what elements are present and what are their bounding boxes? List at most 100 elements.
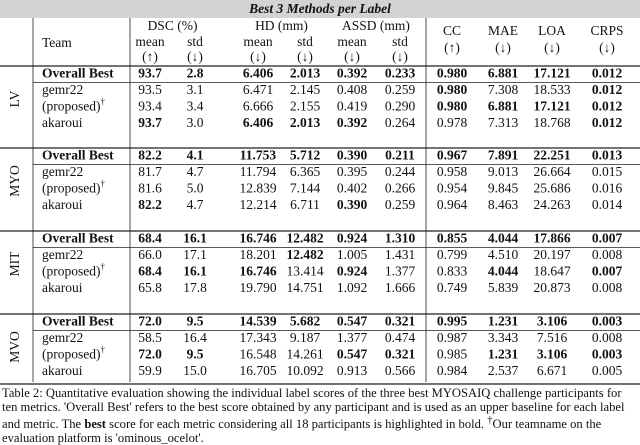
cell: 93.7 xyxy=(138,66,162,81)
cell: 93.5 xyxy=(138,82,162,97)
cell: 0.985 xyxy=(437,347,468,362)
header-group: HD (mm) xyxy=(255,18,308,33)
cell: 0.978 xyxy=(437,115,468,130)
cell: 1.431 xyxy=(385,247,415,262)
title-bar xyxy=(0,0,640,18)
team-text: gemr22 xyxy=(42,164,83,179)
cell: 16.4 xyxy=(183,330,207,345)
cell: 6.671 xyxy=(537,363,567,378)
cell: 0.395 xyxy=(337,164,368,179)
team-name: Overall Best xyxy=(42,66,114,81)
cell: 16.746 xyxy=(239,231,276,246)
cell: 6.406 xyxy=(243,115,274,130)
team-name: gemr22 xyxy=(42,247,83,262)
cell: 0.390 xyxy=(337,197,368,212)
header-metric: LOA xyxy=(538,23,566,38)
caption-text: score for each metric considering all 18… xyxy=(109,417,485,432)
cell: 0.321 xyxy=(385,314,416,329)
cell: 5.839 xyxy=(488,280,519,295)
team-name: Overall Best xyxy=(42,231,114,246)
section-label: MVO xyxy=(7,331,22,363)
cell: 2.013 xyxy=(290,66,321,81)
header-group: DSC (%) xyxy=(148,18,198,33)
cell: 81.6 xyxy=(138,181,162,196)
cell: 0.392 xyxy=(337,115,368,130)
dagger: † xyxy=(100,97,105,107)
cell: 3.4 xyxy=(187,99,204,114)
cell: 65.8 xyxy=(138,280,162,295)
cell: 68.4 xyxy=(138,231,162,246)
cell: 6.711 xyxy=(290,197,320,212)
cell: 0.855 xyxy=(437,231,468,246)
cell: 0.913 xyxy=(337,363,368,378)
cell: 81.7 xyxy=(138,164,162,179)
cell: 82.2 xyxy=(138,197,162,212)
dagger: † xyxy=(100,179,105,189)
cell: 0.980 xyxy=(437,82,468,97)
cell: 19.790 xyxy=(239,280,276,295)
team-name: gemr22 xyxy=(42,330,83,345)
cell: 0.924 xyxy=(337,264,368,279)
cell: 0.012 xyxy=(592,115,623,130)
cell: 16.705 xyxy=(239,363,276,378)
team-name: (proposed)† xyxy=(42,262,105,279)
cell: 0.008 xyxy=(592,280,623,295)
cell: 1.005 xyxy=(337,247,368,262)
cell: 2.537 xyxy=(488,363,519,378)
cell: 72.0 xyxy=(138,347,162,362)
header-team: Team xyxy=(42,35,72,50)
cell: 0.211 xyxy=(385,148,415,163)
team-text: gemr22 xyxy=(42,82,83,97)
cell: 7.144 xyxy=(290,181,321,196)
cell: 16.1 xyxy=(183,264,207,279)
cell: 9.013 xyxy=(488,164,519,179)
cell: 17.1 xyxy=(183,247,207,262)
cell: 0.984 xyxy=(437,363,468,378)
header-group: ASSD (mm) xyxy=(342,18,410,33)
cell: 0.233 xyxy=(385,66,416,81)
cell: 2.155 xyxy=(290,99,321,114)
cell: 0.244 xyxy=(385,164,416,179)
team-name: (proposed)† xyxy=(42,179,105,196)
cell: 0.924 xyxy=(337,231,368,246)
header-arrow: (↓) xyxy=(344,49,360,64)
cell: 3.1 xyxy=(187,82,204,97)
cell: 20.873 xyxy=(533,280,570,295)
cell: 68.4 xyxy=(138,264,162,279)
cell: 1.666 xyxy=(385,280,416,295)
cell: 8.463 xyxy=(488,197,519,212)
header-arrow: (↑) xyxy=(444,40,460,55)
cell: 14.539 xyxy=(239,314,276,329)
caption-bold: best xyxy=(84,417,107,432)
cell: 0.964 xyxy=(437,197,468,212)
header-metric: MAE xyxy=(488,23,518,38)
caption: Table 2: Quantitative evaluation showing… xyxy=(2,386,638,445)
cell: 0.007 xyxy=(592,264,623,279)
cell: 3.106 xyxy=(537,314,568,329)
cell: 93.4 xyxy=(138,99,162,114)
team-text: (proposed) xyxy=(42,264,100,279)
team-text: gemr22 xyxy=(42,330,83,345)
cell: 12.482 xyxy=(286,231,323,246)
cell: 6.365 xyxy=(290,164,321,179)
cell: 6.471 xyxy=(243,82,273,97)
cell: 0.321 xyxy=(385,347,416,362)
team-name: (proposed)† xyxy=(42,97,105,114)
section-label: MYO xyxy=(7,165,22,197)
cell: 4.1 xyxy=(187,148,204,163)
cell: 20.197 xyxy=(533,247,570,262)
cell: 0.012 xyxy=(592,82,623,97)
cell: 18.647 xyxy=(533,264,570,279)
cell: 4.044 xyxy=(488,231,519,246)
caption-text: Table 2: Quantitative evaluation showing… xyxy=(2,386,625,432)
header-metric: CRPS xyxy=(590,23,623,38)
cell: 0.987 xyxy=(437,330,468,345)
cell: 4.7 xyxy=(187,197,204,212)
dagger: † xyxy=(100,345,105,355)
team-name: (proposed)† xyxy=(42,345,105,362)
cell: 0.408 xyxy=(337,82,368,97)
cell: 0.266 xyxy=(385,181,416,196)
cell: 18.533 xyxy=(533,82,570,97)
